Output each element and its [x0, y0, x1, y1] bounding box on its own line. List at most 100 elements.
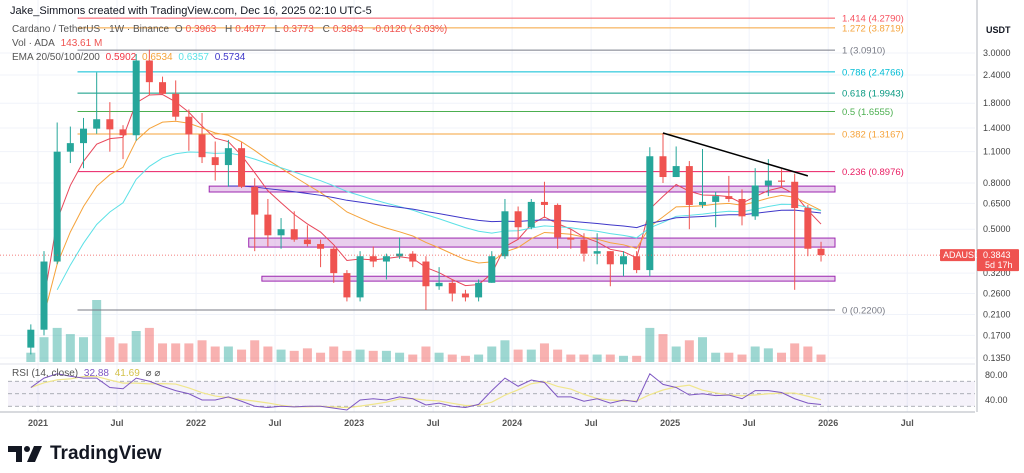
open-label: O — [174, 24, 183, 35]
ema50-line — [43, 120, 822, 316]
low-value: 0.3773 — [283, 24, 314, 35]
volume-bar — [763, 348, 773, 362]
candle — [764, 159, 772, 197]
candle-body — [646, 156, 654, 271]
volume-bar — [302, 348, 312, 362]
candle-body — [53, 151, 61, 262]
visibility-icon[interactable]: ⌀ ⌀ — [145, 368, 161, 379]
volume-bar — [711, 352, 721, 362]
candle — [804, 204, 812, 257]
volume-bar — [329, 346, 339, 362]
volume-bar — [92, 300, 102, 362]
candle-body — [382, 256, 390, 262]
candle-body — [448, 282, 456, 294]
candle — [343, 270, 351, 302]
volume-bar — [52, 327, 62, 362]
price-tick: 1.8000 — [983, 98, 1011, 108]
candle — [501, 198, 509, 259]
price-tick: 0.6500 — [983, 198, 1011, 208]
time-tick: Jul — [743, 418, 756, 428]
candle-body — [435, 282, 443, 287]
candle — [409, 251, 417, 268]
volume-bar — [210, 346, 220, 362]
candle — [251, 178, 259, 252]
candle-body — [238, 148, 246, 187]
rsi-pane — [0, 363, 975, 413]
candle-body — [764, 180, 772, 186]
candle-body — [791, 181, 799, 209]
time-tick: 2021 — [28, 418, 48, 428]
candle-body — [659, 156, 667, 178]
volume-bar — [289, 350, 299, 362]
candle-body — [356, 256, 364, 298]
ema200-value: 0.5734 — [214, 52, 246, 63]
candle — [448, 279, 456, 302]
candle — [488, 251, 496, 283]
volume-bar — [237, 349, 247, 362]
volume-bar — [513, 349, 523, 362]
change-value: -0.0120 (-3.03%) — [372, 24, 448, 35]
volume-bar — [566, 354, 576, 362]
grid — [0, 0, 975, 412]
volume-bar — [263, 346, 273, 362]
fib-label: 1 (3.0910) — [842, 46, 885, 57]
fib-label: 0.5 (1.6555) — [842, 107, 893, 118]
volume-bar — [171, 343, 181, 362]
candle — [40, 251, 48, 336]
candle-body — [172, 93, 180, 117]
currency-label: USDT — [986, 25, 1011, 35]
candle — [264, 198, 272, 247]
candle-body — [330, 248, 338, 274]
trendline-segment — [662, 132, 809, 177]
ema200-line — [228, 185, 822, 229]
open-value: 0.3963 — [185, 24, 217, 35]
rsi-label[interactable]: RSI (14, close) — [12, 368, 79, 379]
candle — [712, 192, 720, 228]
volume-bar — [447, 354, 457, 362]
time-tick: 2022 — [186, 418, 206, 428]
candle — [791, 173, 799, 290]
volume-bar — [500, 340, 510, 362]
volume-bar — [618, 355, 628, 362]
candle — [699, 149, 706, 209]
candle — [382, 253, 390, 280]
candle-body — [211, 157, 219, 166]
candle-body — [159, 82, 167, 94]
candle — [290, 211, 298, 242]
volume-bar — [474, 354, 484, 362]
candle — [369, 246, 377, 268]
volume-bar — [460, 355, 470, 362]
candle — [606, 251, 614, 287]
candle — [356, 251, 364, 302]
price-tick: 0.5000 — [983, 224, 1011, 234]
candle — [277, 218, 285, 249]
candle — [672, 146, 680, 178]
ema-label[interactable]: EMA 20/50/100/200 — [12, 52, 100, 63]
ema50-value: 0.6534 — [142, 52, 173, 63]
volume-bar — [105, 337, 115, 362]
candle-body — [475, 282, 483, 298]
price-tick: 0.1350 — [983, 353, 1011, 363]
volume-bar — [605, 354, 615, 362]
candle-body — [461, 293, 469, 298]
volume-bar — [144, 327, 154, 362]
symbol-legend: Cardano / TetherUS · 1W · Binance O 0.396… — [12, 24, 450, 35]
candle — [238, 142, 246, 189]
symbol-name[interactable]: Cardano / TetherUS · 1W · Binance — [12, 24, 170, 35]
volume-bar — [539, 343, 549, 362]
rsi-tick: 80.00 — [985, 370, 1008, 380]
volume-bar — [158, 343, 168, 362]
candle-body — [501, 211, 509, 257]
candle-body — [27, 329, 35, 348]
volume-bar — [316, 352, 326, 362]
rsi-ma-line — [30, 375, 822, 409]
candle — [66, 126, 74, 164]
volume-label[interactable]: Vol · ADA — [12, 38, 55, 49]
candle — [580, 233, 588, 262]
candle-body — [751, 185, 759, 217]
volume-bar — [803, 346, 813, 362]
candle-body — [251, 186, 259, 215]
volume-bar — [579, 354, 589, 362]
volume-bar — [197, 340, 207, 362]
